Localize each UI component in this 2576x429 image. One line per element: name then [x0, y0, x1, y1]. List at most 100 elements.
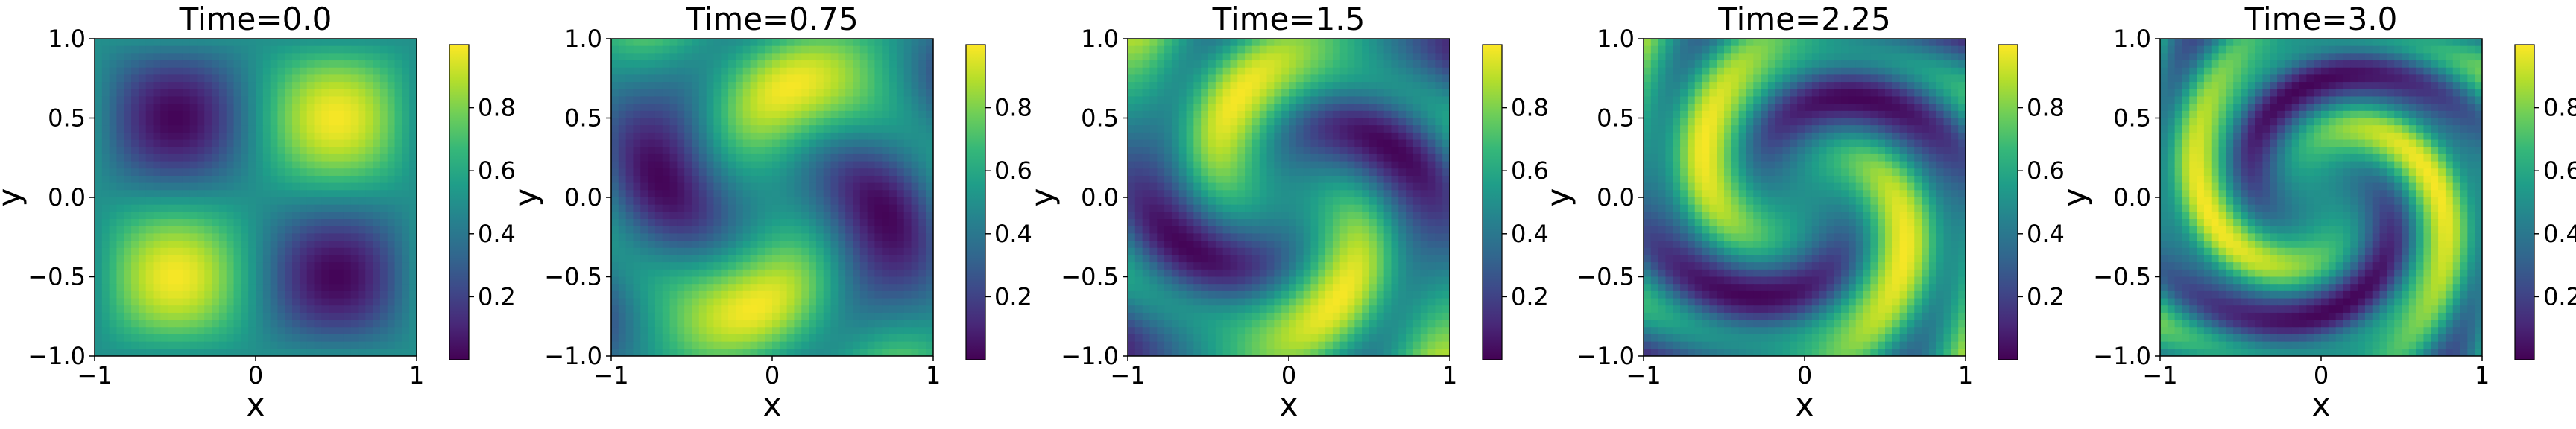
heatmap-cell [1230, 175, 1238, 184]
heatmap-cell [204, 39, 212, 47]
heatmap-cell [1237, 168, 1246, 177]
heatmap-cell [757, 74, 765, 83]
heatmap-cell [765, 197, 773, 206]
heatmap-cell [256, 74, 264, 83]
heatmap-cell [402, 255, 410, 263]
heatmap-cell [285, 104, 293, 112]
heatmap-cell [1193, 82, 1202, 90]
heatmap-cell [292, 341, 300, 350]
heatmap-cell [182, 226, 191, 235]
heatmap-cell [197, 139, 205, 147]
heatmap-cell [175, 153, 183, 162]
heatmap-cell [175, 175, 183, 184]
heatmap-cell [299, 104, 308, 112]
heatmap-cell [867, 255, 876, 263]
heatmap-cell [116, 132, 124, 141]
heatmap-cell [648, 349, 656, 356]
heatmap-cell [1362, 104, 1370, 112]
heatmap-cell [750, 255, 759, 263]
heatmap-cell [145, 175, 154, 184]
heatmap-cell [611, 276, 619, 285]
heatmap-cell [336, 334, 344, 343]
heatmap-cell [633, 284, 641, 292]
heatmap-cell [248, 290, 256, 299]
heatmap-cell [698, 341, 707, 350]
heatmap-cell [662, 182, 671, 191]
heatmap-cell [343, 147, 352, 155]
heatmap-cell [358, 74, 366, 83]
heatmap-cell [662, 233, 671, 241]
heatmap-cell [189, 334, 198, 343]
heatmap-cell [160, 60, 168, 69]
heatmap-cell [1157, 60, 1165, 69]
heatmap-cell [1171, 74, 1180, 83]
heatmap-cell [394, 341, 403, 350]
heatmap-cell [387, 312, 396, 321]
heatmap-cell [918, 204, 926, 213]
heatmap-cell [640, 320, 648, 328]
heatmap-cell [654, 276, 663, 285]
heatmap-cell [394, 212, 403, 220]
heatmap-cell [124, 241, 132, 249]
heatmap-cell [189, 247, 198, 256]
heatmap-cell [684, 298, 692, 306]
heatmap-cell [926, 255, 933, 263]
heatmap-cell [138, 290, 147, 299]
heatmap-cell [1339, 104, 1348, 112]
heatmap-cell [838, 39, 846, 47]
heatmap-cell [882, 276, 890, 285]
heatmap-cell [823, 139, 832, 147]
heatmap-cell [1332, 39, 1341, 47]
heatmap-cell [1332, 60, 1341, 69]
heatmap-cell [402, 349, 410, 356]
heatmap-cell [779, 89, 788, 98]
heatmap-cell [218, 53, 227, 61]
heatmap-cell [692, 182, 700, 191]
heatmap-cell [365, 139, 373, 147]
heatmap-cell [138, 45, 147, 54]
heatmap-cell [321, 96, 329, 104]
heatmap-cell [182, 96, 191, 104]
heatmap-cell [889, 262, 897, 270]
heatmap-cell [285, 197, 293, 206]
heatmap-cell [292, 89, 300, 98]
heatmap-cell [387, 147, 396, 155]
heatmap-cell [859, 153, 868, 162]
heatmap-cell [1259, 53, 1268, 61]
heatmap-cell [409, 153, 417, 162]
heatmap-cell [713, 305, 722, 314]
heatmap-cell [648, 60, 656, 69]
heatmap-cell [285, 161, 293, 169]
heatmap-cell [233, 233, 242, 241]
heatmap-cell [1442, 168, 1450, 177]
heatmap-cell [329, 212, 337, 220]
heatmap-cell [1427, 190, 1436, 198]
heatmap-cell [1193, 67, 1202, 76]
heatmap-cell [713, 341, 722, 350]
heatmap-cell [1274, 96, 1282, 104]
heatmap-cell [379, 233, 388, 241]
heatmap-cell [138, 118, 147, 126]
heatmap-cell [131, 60, 139, 69]
heatmap-cell [226, 161, 235, 169]
heatmap-cell [648, 312, 656, 321]
heatmap-cell [765, 104, 773, 112]
heatmap-cell [1435, 139, 1443, 147]
heatmap-cell [116, 276, 124, 285]
heatmap-cell [285, 298, 293, 306]
heatmap-cell [1310, 182, 1319, 191]
heatmap-cell [779, 104, 788, 112]
heatmap-cell [889, 45, 897, 54]
heatmap-cell [882, 197, 890, 206]
heatmap-cell [815, 269, 824, 278]
heatmap-cell [903, 168, 912, 177]
heatmap-cell [233, 96, 242, 104]
heatmap-cell [1347, 45, 1356, 54]
heatmap-cell [830, 212, 839, 220]
heatmap-cell [233, 110, 242, 119]
heatmap-cell [786, 269, 795, 278]
heatmap-cell [160, 305, 168, 314]
heatmap-cell [830, 341, 839, 350]
heatmap-cell [204, 161, 212, 169]
heatmap-cell [874, 168, 883, 177]
